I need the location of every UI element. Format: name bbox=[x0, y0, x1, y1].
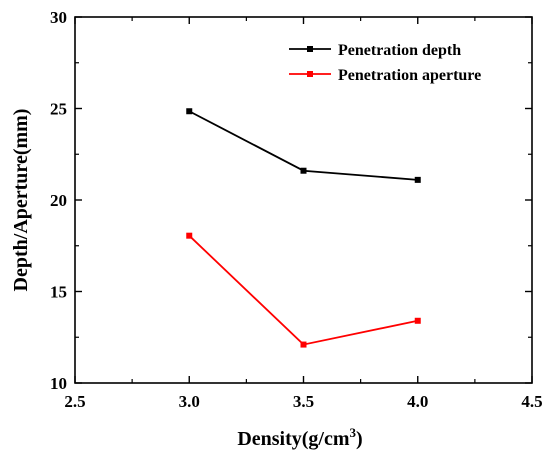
x-tick-label: 2.5 bbox=[64, 392, 85, 411]
series-line-penetration-aperture bbox=[188, 235, 418, 346]
legend-marker-penetration-aperture bbox=[307, 71, 313, 77]
x-tick-label: 3.0 bbox=[179, 392, 200, 411]
data-point-penetration-aperture bbox=[414, 317, 421, 324]
x-axis-title-suffix: ) bbox=[356, 428, 363, 450]
y-tick-label: 20 bbox=[50, 191, 67, 210]
y-tick-label: 15 bbox=[50, 283, 67, 302]
x-tick-label: 3.5 bbox=[293, 392, 314, 411]
data-point-penetration-depth bbox=[300, 167, 307, 174]
y-tick-label: 10 bbox=[50, 374, 67, 393]
x-axis-title-superscript: 3 bbox=[350, 425, 357, 440]
y-tick-label: 30 bbox=[50, 8, 67, 27]
legend-marker-penetration-depth bbox=[307, 46, 313, 52]
legend-label-penetration-depth: Penetration depth bbox=[338, 42, 461, 59]
x-axis-title: Density(g/cm3) bbox=[237, 425, 362, 450]
legend: Penetration depth Penetration aperture bbox=[289, 42, 481, 84]
plot-layer: 2.5 3.0 3.5 4.0 4.5 10 15 20 25 30 bbox=[50, 8, 543, 411]
x-tick-label: 4.0 bbox=[407, 392, 428, 411]
legend-label-penetration-aperture: Penetration aperture bbox=[338, 67, 481, 84]
data-point-penetration-aperture bbox=[300, 341, 307, 348]
x-axis-title-main: Density(g/cm bbox=[237, 428, 350, 450]
y-axis-title: Depth/Aperture(mm) bbox=[10, 109, 32, 292]
data-point-penetration-depth bbox=[414, 176, 421, 183]
y-tick-label: 25 bbox=[50, 100, 67, 119]
data-point-penetration-depth bbox=[186, 108, 193, 115]
x-tick-label: 4.5 bbox=[521, 392, 542, 411]
data-point-penetration-aperture bbox=[186, 232, 193, 239]
